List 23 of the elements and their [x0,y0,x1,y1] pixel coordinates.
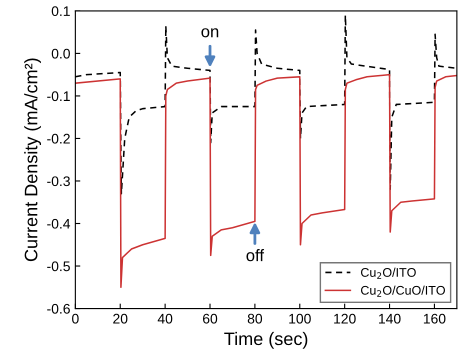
y-tick-label: -0.2 [47,134,70,144]
y-tick-label: -0.6 [47,304,70,314]
y-axis-title: Current Density (mA/cm²) [24,58,42,262]
legend-label: Cu$_{2}$O/ITO [361,268,416,279]
y-tick-label: -0.5 [47,261,70,272]
y-tick-label: 0.0 [52,48,70,59]
x-tick-label: 120 [334,314,356,324]
annotation: off [246,249,264,262]
x-tick-label: 80 [248,314,262,324]
x-tick-label: 160 [424,314,446,324]
x-tick-label: 140 [379,314,401,324]
y-tick-label: -0.1 [47,91,70,102]
x-axis-title: Time (sec) [224,332,308,349]
y-tick-label: 0.1 [52,6,70,16]
legend-label: Cu$_{2}$O/CuO/ITO [361,286,445,297]
y-tick-label: -0.3 [47,176,70,186]
y-tick-label: -0.4 [47,218,70,229]
x-tick-label: 0 [72,314,79,324]
x-tick-label: 100 [289,314,311,324]
x-tick-label: 40 [158,314,172,324]
x-tick-label: 20 [113,314,128,324]
x-tick-label: 60 [202,314,218,324]
annotation: on [201,28,218,38]
